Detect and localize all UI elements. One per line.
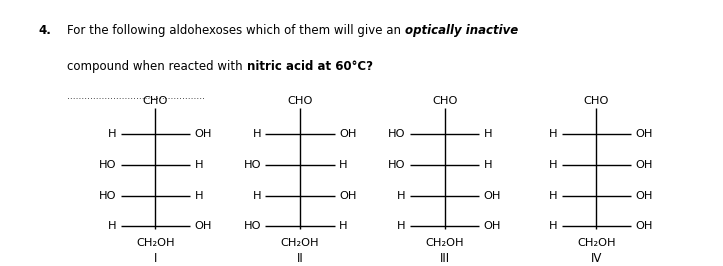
Text: CH₂OH: CH₂OH xyxy=(281,238,320,248)
Text: ................................................: ........................................… xyxy=(67,92,205,101)
Text: H: H xyxy=(549,190,557,201)
Text: OH: OH xyxy=(339,190,356,201)
Text: H: H xyxy=(108,221,116,231)
Text: I: I xyxy=(154,252,157,264)
Text: H: H xyxy=(484,129,492,139)
Text: CH₂OH: CH₂OH xyxy=(425,238,464,248)
Text: nitric acid at 60°C?: nitric acid at 60°C? xyxy=(247,60,372,73)
Text: HO: HO xyxy=(244,160,261,170)
Text: OH: OH xyxy=(636,129,653,139)
Text: OH: OH xyxy=(484,221,501,231)
Text: H: H xyxy=(339,160,348,170)
Text: HO: HO xyxy=(99,160,116,170)
Text: compound when reacted with: compound when reacted with xyxy=(67,60,247,73)
Text: H: H xyxy=(252,190,261,201)
Text: H: H xyxy=(549,160,557,170)
Text: CHO: CHO xyxy=(432,96,458,106)
Text: H: H xyxy=(549,221,557,231)
Text: OH: OH xyxy=(636,190,653,201)
Text: HO: HO xyxy=(388,160,406,170)
Text: II: II xyxy=(296,252,304,264)
Text: HO: HO xyxy=(99,190,116,201)
Text: III: III xyxy=(440,252,450,264)
Text: H: H xyxy=(484,160,492,170)
Text: CH₂OH: CH₂OH xyxy=(136,238,175,248)
Text: H: H xyxy=(549,129,557,139)
Text: OH: OH xyxy=(339,129,356,139)
Text: H: H xyxy=(252,129,261,139)
Text: H: H xyxy=(339,221,348,231)
Text: OH: OH xyxy=(194,129,212,139)
Text: 4.: 4. xyxy=(38,24,51,37)
Text: OH: OH xyxy=(194,221,212,231)
Text: OH: OH xyxy=(636,221,653,231)
Text: For the following aldohexoses which of them will give an: For the following aldohexoses which of t… xyxy=(67,24,405,37)
Text: H: H xyxy=(194,160,203,170)
Text: IV: IV xyxy=(591,252,602,264)
Text: HO: HO xyxy=(388,129,406,139)
Text: OH: OH xyxy=(636,160,653,170)
Text: CHO: CHO xyxy=(142,96,168,106)
Text: H: H xyxy=(397,190,406,201)
Text: CHO: CHO xyxy=(583,96,609,106)
Text: OH: OH xyxy=(484,190,501,201)
Text: H: H xyxy=(397,221,406,231)
Text: CHO: CHO xyxy=(287,96,313,106)
Text: H: H xyxy=(194,190,203,201)
Text: HO: HO xyxy=(244,221,261,231)
Text: H: H xyxy=(108,129,116,139)
Text: optically inactive: optically inactive xyxy=(405,24,518,37)
Text: CH₂OH: CH₂OH xyxy=(577,238,616,248)
